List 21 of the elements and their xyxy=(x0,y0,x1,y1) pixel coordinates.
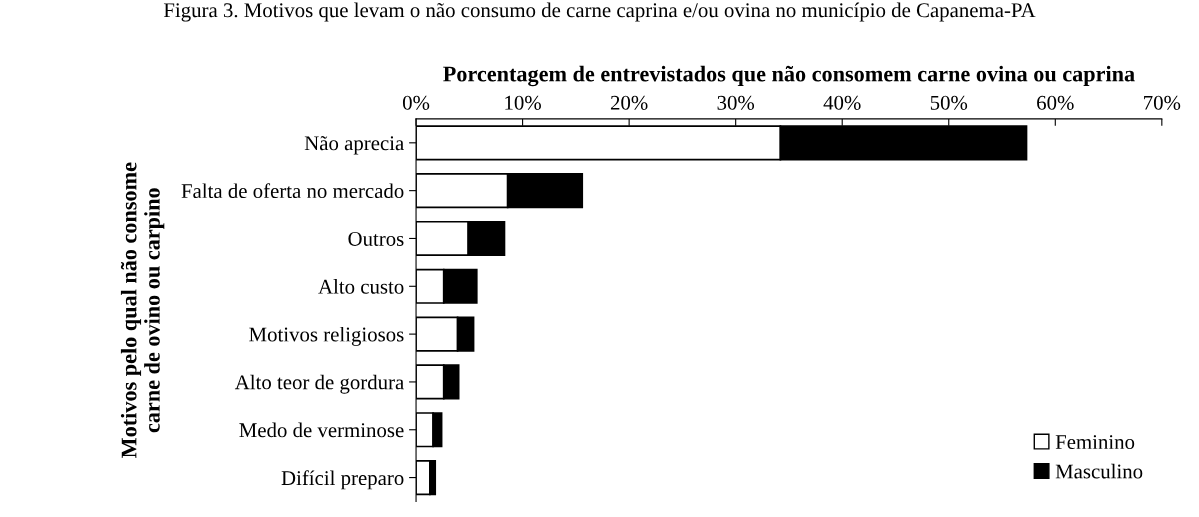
x-tick-label: 20% xyxy=(610,95,648,110)
x-axis-title: Porcentagem de entrevistados que não consomem carne ovina ou caprina xyxy=(443,65,1135,87)
y-tick-label: Falta de oferta no mercado xyxy=(181,183,404,199)
y-tick-label: Alto custo xyxy=(318,279,404,294)
x-tick-label: 10% xyxy=(505,95,541,110)
x-tick-label: 70% xyxy=(1144,95,1181,110)
y-tick-label: Motivos religiosos xyxy=(249,326,404,346)
y-tick-label: Difícil preparo xyxy=(281,470,404,490)
chart-title: Figura 3. Motivos que levam o não consumo de carne caprina e/ou ovina no município de Capanema-PA xyxy=(163,2,1036,22)
x-tick-label: 30% xyxy=(717,95,755,110)
x-tick-label: 0% xyxy=(402,95,430,110)
y-tick-label: Não aprecia xyxy=(304,136,404,155)
x-tick-label: 50% xyxy=(930,95,968,110)
x-tick-label: 60% xyxy=(1037,95,1074,110)
x-tick-label: 40% xyxy=(823,95,861,110)
y-tick-label: Alto teor de gordura xyxy=(234,374,404,394)
legend-label: Masculino xyxy=(1055,463,1143,479)
y-tick-label: Outros xyxy=(348,231,404,246)
y-axis-title: Motivos pelo qual não consome carne de ovino ou carpino xyxy=(120,162,165,458)
legend-label: Feminino xyxy=(1055,435,1135,450)
y-tick-label: Medo de verminose xyxy=(239,422,404,438)
